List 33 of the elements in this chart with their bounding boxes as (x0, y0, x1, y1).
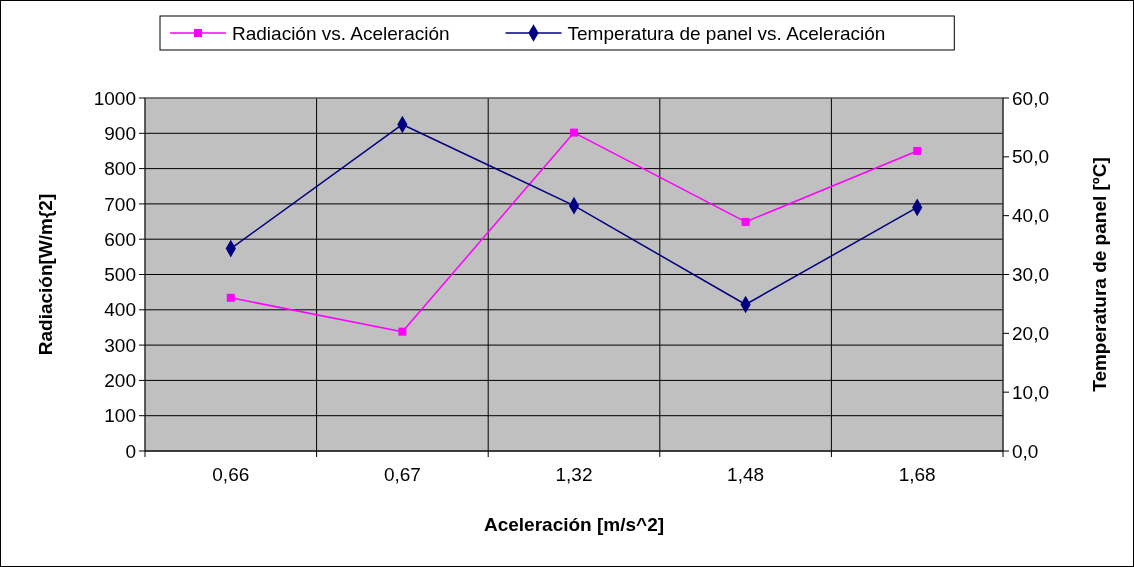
point (398, 327, 407, 336)
y-axis-title: Radiación[W/m{2] (35, 193, 56, 356)
y-tick-label: 500 (104, 264, 136, 286)
x-tick-label: 0,66 (212, 464, 250, 485)
x-tick-label: 1,68 (898, 464, 936, 485)
legend-label: Temperatura de panel vs. Aceleración (567, 22, 886, 44)
point (570, 128, 578, 137)
y-tick-label: 1000 (93, 87, 136, 109)
y-tick-label: 200 (104, 370, 136, 392)
y-tick-label: 400 (104, 299, 136, 321)
x-tick-label: 0,67 (383, 464, 421, 485)
point (226, 293, 235, 302)
x-tick-label: 1,32 (555, 464, 593, 485)
y2-tick-label: 60,0 (1012, 87, 1049, 109)
y-tick-label: 900 (104, 122, 136, 144)
point (913, 146, 922, 155)
y2-axis-title: Temperatura de panel [ºC] (1089, 157, 1110, 392)
y2-tick-label: 20,0 (1012, 322, 1049, 344)
y-tick-label: 600 (104, 228, 136, 250)
y2-tick-label: 50,0 (1012, 146, 1049, 168)
x-tick-label: 1,48 (727, 464, 765, 485)
y2-tick-label: 10,0 (1012, 381, 1049, 403)
y-tick-label: 800 (104, 158, 136, 180)
y-tick-label: 700 (104, 193, 136, 215)
y2-tick-label: 40,0 (1012, 205, 1049, 227)
y-tick-label: 0 (125, 440, 136, 462)
y2-tick-label: 0,0 (1012, 440, 1039, 462)
x-axis-title: Aceleración [m/s^2] (483, 514, 665, 535)
y-tick-label: 100 (104, 405, 136, 427)
legend-label: Radiación vs. Aceleración (232, 22, 450, 44)
y-tick-label: 300 (104, 334, 136, 356)
point (741, 217, 750, 226)
y2-tick-label: 30,0 (1012, 264, 1049, 286)
